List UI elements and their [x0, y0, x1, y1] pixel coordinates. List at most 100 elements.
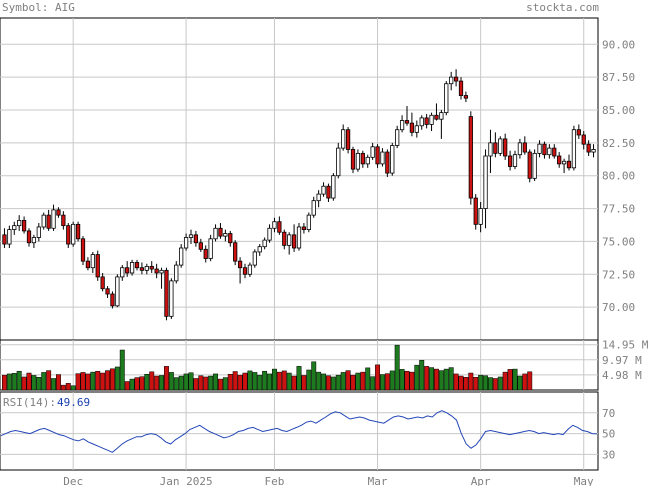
- candle: [296, 223, 302, 251]
- volume-bar: [424, 366, 430, 391]
- rsi-y-axis: 70 50 30: [602, 407, 615, 462]
- candle: [301, 223, 307, 234]
- candle: [458, 77, 464, 100]
- price-tick-label: 80.00: [602, 170, 635, 183]
- volume-bar: [419, 360, 425, 391]
- candle: [262, 237, 267, 250]
- candle: [306, 212, 311, 233]
- candle: [193, 230, 199, 247]
- candle: [341, 124, 346, 151]
- volume-bar: [173, 377, 179, 391]
- candle: [561, 158, 567, 174]
- candle: [336, 142, 341, 179]
- candle: [80, 236, 86, 266]
- candle: [527, 149, 532, 183]
- volume-bar: [247, 370, 253, 391]
- candle: [90, 251, 95, 273]
- candle: [345, 127, 351, 154]
- volume-tick-label: 9.97 M: [602, 354, 642, 367]
- volume-bar: [1, 374, 7, 391]
- volume-bar: [507, 369, 513, 391]
- candle: [100, 272, 105, 292]
- x-tick-label: Jan 2025: [160, 475, 213, 486]
- volume-bars: [1, 344, 533, 391]
- x-tick-label: Apr: [471, 475, 491, 486]
- candle: [7, 225, 12, 248]
- candle: [242, 263, 248, 279]
- candle: [414, 120, 419, 138]
- candle: [41, 212, 46, 230]
- candle: [326, 183, 331, 202]
- candle: [321, 182, 326, 197]
- candle: [449, 71, 454, 91]
- candle: [468, 111, 473, 205]
- candle: [350, 146, 356, 174]
- rsi-tick-label: 70: [602, 407, 615, 420]
- volume-bar: [527, 371, 533, 391]
- candle: [517, 138, 523, 159]
- candle: [75, 221, 81, 242]
- volume-bar: [252, 372, 258, 391]
- volume-panel: 14.95 M 9.97 M 4.98 M: [0, 339, 649, 391]
- candle: [478, 202, 483, 233]
- candle: [2, 228, 7, 248]
- volume-bar: [389, 370, 395, 391]
- volume-bar: [497, 376, 503, 391]
- candle: [571, 125, 577, 171]
- volume-bar: [321, 373, 327, 391]
- volume-bar: [433, 368, 439, 391]
- symbol-label: Symbol: AIG: [2, 1, 75, 14]
- candle: [503, 133, 508, 160]
- volume-bar: [16, 370, 22, 391]
- volume-bar: [443, 368, 449, 391]
- candle: [419, 115, 424, 130]
- volume-bar: [375, 364, 381, 391]
- candle: [164, 267, 169, 321]
- candle: [522, 136, 527, 155]
- volume-bar: [36, 377, 42, 391]
- rsi-tick-label: 50: [602, 428, 615, 441]
- volume-bar: [129, 378, 135, 391]
- price-grid: [0, 18, 598, 340]
- candle: [21, 216, 27, 234]
- volume-bar: [296, 366, 302, 391]
- rsi-panel: 70 50 30 RSI(14): 49.69: [0, 391, 615, 471]
- volume-bar: [6, 373, 12, 391]
- candle: [537, 140, 542, 158]
- volume-bar: [291, 375, 297, 391]
- candle: [174, 261, 179, 284]
- volume-bar: [350, 374, 356, 391]
- x-tick-label: Dec: [63, 475, 83, 486]
- volume-bar: [409, 371, 415, 391]
- candle: [61, 211, 66, 230]
- volume-bar: [149, 371, 155, 391]
- volume-bar: [55, 374, 61, 391]
- candle: [375, 144, 380, 168]
- price-tick-label: 82.50: [602, 137, 635, 150]
- volume-bar: [26, 372, 32, 391]
- candle: [203, 245, 208, 263]
- volume-bar: [438, 370, 444, 391]
- volume-bar: [51, 378, 57, 391]
- price-panel: 90.00 87.50 85.00 82.50 80.00 77.50 75.00 72.50…: [0, 17, 635, 341]
- volume-bar: [90, 371, 96, 391]
- candle: [71, 221, 76, 247]
- volume-bar: [217, 378, 223, 391]
- candle: [198, 238, 203, 252]
- volume-bar: [473, 377, 479, 391]
- candle: [429, 112, 434, 132]
- volume-tick-label: 4.98 M: [602, 369, 642, 382]
- candle: [404, 106, 410, 126]
- price-y-axis: 90.00 87.50 85.00 82.50 80.00 77.50 75.00 72.50…: [602, 38, 635, 314]
- volume-bar: [483, 375, 489, 391]
- volume-bar: [222, 377, 228, 391]
- candle: [365, 154, 370, 168]
- candle: [36, 223, 41, 242]
- volume-bar: [458, 375, 464, 391]
- candle: [542, 141, 547, 159]
- candle: [95, 250, 100, 281]
- candle: [267, 224, 272, 243]
- candle: [424, 113, 429, 129]
- site-label[interactable]: stockta.com: [526, 1, 599, 14]
